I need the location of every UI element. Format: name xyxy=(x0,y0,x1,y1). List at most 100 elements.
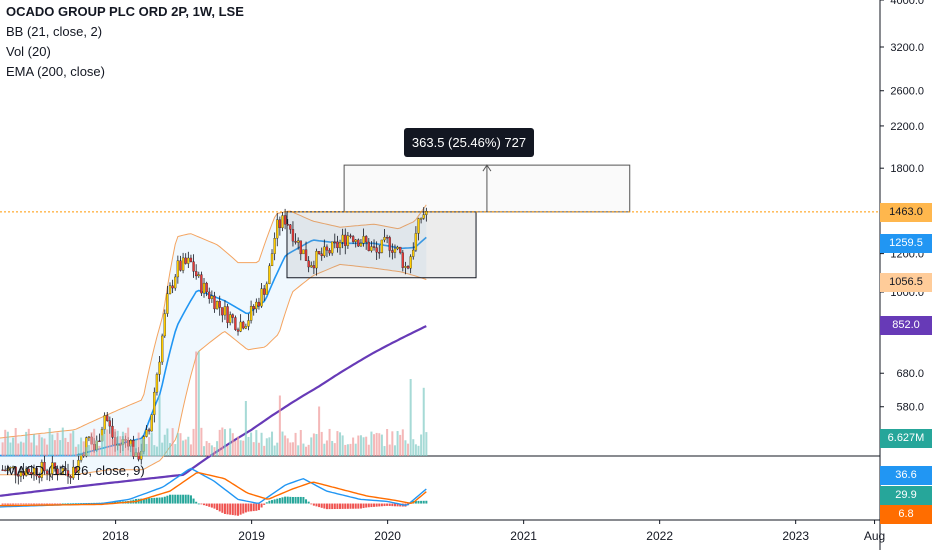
macd-histogram-bar xyxy=(265,502,268,504)
macd-histogram-bar xyxy=(328,503,331,510)
volume-bar xyxy=(59,440,62,456)
macd-histogram-bar xyxy=(163,496,166,504)
candle-body xyxy=(341,234,344,243)
volume-bar xyxy=(263,445,266,456)
candle-body xyxy=(208,291,211,299)
signal-line xyxy=(0,471,427,507)
candle-body xyxy=(43,462,46,471)
volume-bar xyxy=(197,351,200,456)
indicator-bb-label[interactable]: BB (21, close, 2) xyxy=(6,24,103,39)
volume-bar xyxy=(396,431,399,456)
volume-bar xyxy=(359,435,362,456)
candle-body xyxy=(69,476,72,479)
macd-badge: 36.6 xyxy=(880,466,932,485)
candle-body xyxy=(48,473,51,475)
volume-bar xyxy=(1,442,4,456)
candle-body xyxy=(213,295,216,310)
volume-bar xyxy=(121,431,124,456)
volume-bar xyxy=(425,432,428,456)
candle-body xyxy=(419,218,423,220)
volume-bar xyxy=(286,438,289,456)
candle-body xyxy=(367,241,370,251)
volume-bar xyxy=(43,438,46,456)
volume-bar xyxy=(166,428,169,456)
candle-body xyxy=(409,256,412,269)
volume-bar xyxy=(391,431,394,456)
macd-histogram-bar xyxy=(333,503,336,510)
volume-bar xyxy=(422,387,425,456)
candle-body xyxy=(328,250,331,254)
macd-histogram-bar xyxy=(197,503,200,505)
macd-histogram-bar xyxy=(174,494,177,504)
volume-bar xyxy=(6,431,9,456)
macd-histogram-bar xyxy=(244,503,247,513)
candle-body xyxy=(270,253,274,267)
candle-body xyxy=(56,468,59,475)
volume-bar xyxy=(22,442,25,456)
volume-badge: 6.627M xyxy=(880,429,932,448)
volume-bar xyxy=(148,437,151,456)
volume-bar xyxy=(273,445,276,456)
candle-body xyxy=(158,361,161,375)
volume-bar xyxy=(35,445,38,456)
volume-bar xyxy=(90,432,93,456)
volume-bar xyxy=(297,445,300,456)
volume-bar xyxy=(14,427,17,456)
indicator-macd-label[interactable]: MACD (12, 26, close, 9) xyxy=(6,463,145,478)
macd-histogram-bar xyxy=(66,503,70,505)
candle-body xyxy=(242,321,245,329)
volume-bar xyxy=(302,443,305,456)
volume-bar xyxy=(294,432,297,456)
candle-body xyxy=(181,257,185,271)
candle-body xyxy=(299,240,302,255)
macd-histogram-bar xyxy=(226,503,229,515)
indicator-vol-label[interactable]: Vol (20) xyxy=(6,44,51,59)
macd-histogram-bar xyxy=(179,494,182,504)
candle-body xyxy=(192,261,195,272)
candle-body xyxy=(87,436,91,439)
volume-bar xyxy=(333,443,336,456)
volume-bar xyxy=(145,443,148,456)
volume-bar xyxy=(315,434,318,456)
volume-bar xyxy=(276,442,279,456)
candle-body xyxy=(349,235,352,237)
volume-bar xyxy=(404,440,407,456)
candle-body xyxy=(357,239,360,247)
volume-bar xyxy=(101,435,104,456)
candle-body xyxy=(161,335,164,363)
macd-histogram-bar xyxy=(255,503,258,511)
macd-histogram-bar xyxy=(14,503,17,505)
macd-histogram-bar xyxy=(291,496,294,504)
macd-histogram-bar xyxy=(38,503,41,505)
macd-histogram-bar xyxy=(200,503,203,505)
volume-bar xyxy=(250,432,253,456)
candle-body xyxy=(32,467,36,475)
macd-histogram-bar xyxy=(169,494,172,504)
macd-histogram-bar xyxy=(318,503,321,508)
macd-histogram-bar xyxy=(310,503,313,505)
candle-body xyxy=(45,470,49,474)
macd-histogram-bar xyxy=(111,502,114,504)
volume-bar xyxy=(135,439,138,456)
macd-histogram-bar xyxy=(166,495,169,504)
volume-bar xyxy=(69,433,72,456)
macd-histogram-bar xyxy=(48,503,51,505)
volume-bar xyxy=(412,439,415,456)
macd-histogram-bar xyxy=(250,503,253,512)
volume-bar xyxy=(370,431,373,456)
symbol-title[interactable]: OCADO GROUP PLC ORD 2P, 1W, LSE xyxy=(6,4,244,19)
indicator-ema-label[interactable]: EMA (200, close) xyxy=(6,64,105,79)
volume-bar xyxy=(305,446,308,456)
volume-bar xyxy=(66,441,70,456)
volume-bar xyxy=(310,437,313,456)
macd-histogram-bar xyxy=(30,503,33,505)
candle-body xyxy=(265,283,268,295)
candle-body xyxy=(320,253,323,257)
volume-bar xyxy=(119,436,122,456)
candle-body xyxy=(338,242,342,249)
macd-histogram-bar xyxy=(425,500,428,504)
candle-body xyxy=(370,246,373,251)
candle-body xyxy=(268,265,271,285)
